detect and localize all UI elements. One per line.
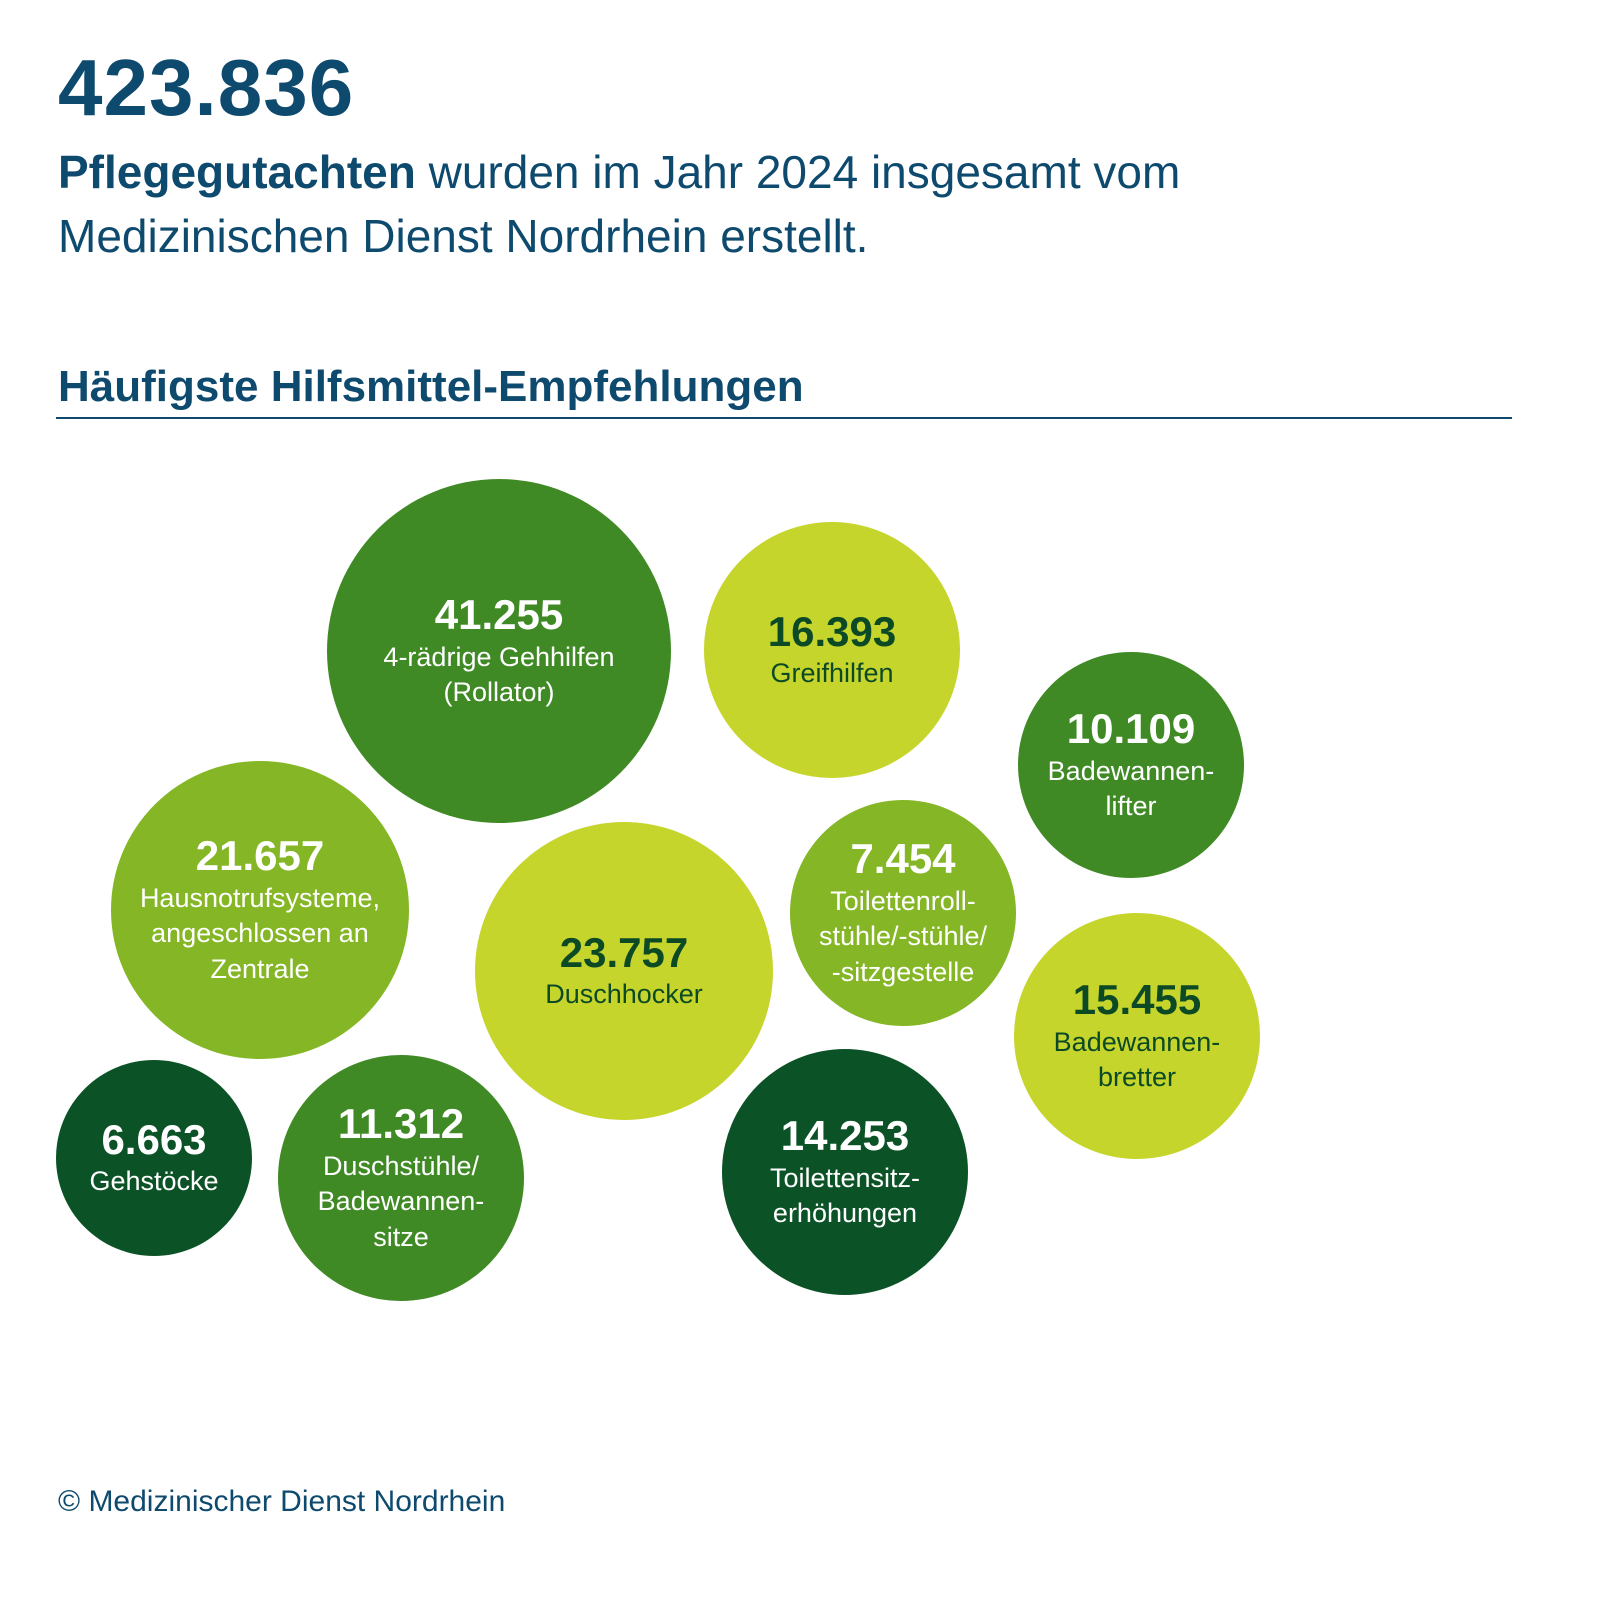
bubble-item: 21.657 Hausnotrufsysteme, angeschlossen a… [111, 761, 409, 1059]
bubble-label: 4-rädrige Gehhilfen (Rollator) [383, 641, 615, 708]
bubble-value: 11.312 [337, 1100, 465, 1148]
intro-bold: Pflegegutachten [58, 146, 416, 198]
bubble-item: 7.454 Toilettenroll- stühle/-stühle/ -sit… [790, 800, 1016, 1026]
bubble-value: 16.393 [767, 608, 897, 656]
bubble-label: Toilettensitz- erhöhungen [769, 1162, 921, 1229]
bubble-label: Gehstöcke [89, 1166, 219, 1197]
bubble-item: 11.312 Duschstühle/ Badewannen- sitze [278, 1055, 524, 1301]
intro-rest: wurden im Jahr 2024 insgesamt vom Medizi… [58, 146, 1181, 262]
intro-text: Pflegegutachten wurden im Jahr 2024 insg… [58, 140, 1358, 268]
bubble-value: 14.253 [780, 1112, 910, 1160]
bubble-label: Toilettenroll- stühle/-stühle/ -sitzgest… [818, 885, 988, 987]
bubble-value: 10.109 [1066, 705, 1196, 753]
bubble-value: 6.663 [101, 1116, 207, 1164]
copyright-footer: © Medizinischer Dienst Nordrhein [58, 1485, 506, 1518]
bubble-value: 21.657 [195, 832, 325, 880]
section-title: Häufigste Hilfsmittel-Empfehlungen [58, 362, 804, 411]
total-count: 423.836 [58, 43, 355, 132]
bubble-label: Greifhilfen [770, 658, 894, 689]
bubble-item: 15.455 Badewannen- bretter [1014, 913, 1260, 1159]
title-divider [56, 417, 1512, 419]
bubble-item: 41.255 4-rädrige Gehhilfen (Rollator) [327, 479, 671, 823]
bubble-value: 23.757 [559, 929, 689, 977]
bubble-label: Duschhocker [545, 979, 703, 1010]
bubble-label: Duschstühle/ Badewannen- sitze [317, 1150, 485, 1252]
bubble-item: 14.253 Toilettensitz- erhöhungen [722, 1049, 968, 1295]
bubble-item: 10.109 Badewannen- lifter [1018, 652, 1244, 878]
bubble-item: 23.757 Duschhocker [475, 822, 773, 1120]
bubble-label: Badewannen- lifter [1047, 755, 1215, 822]
bubble-label: Badewannen- bretter [1053, 1026, 1221, 1093]
bubble-value: 7.454 [850, 835, 956, 883]
bubble-item: 6.663 Gehstöcke [56, 1060, 252, 1256]
bubble-item: 16.393 Greifhilfen [704, 522, 960, 778]
bubble-value: 41.255 [434, 591, 564, 639]
bubble-label: Hausnotrufsysteme, angeschlossen an Zent… [139, 882, 381, 984]
bubble-value: 15.455 [1072, 976, 1202, 1024]
